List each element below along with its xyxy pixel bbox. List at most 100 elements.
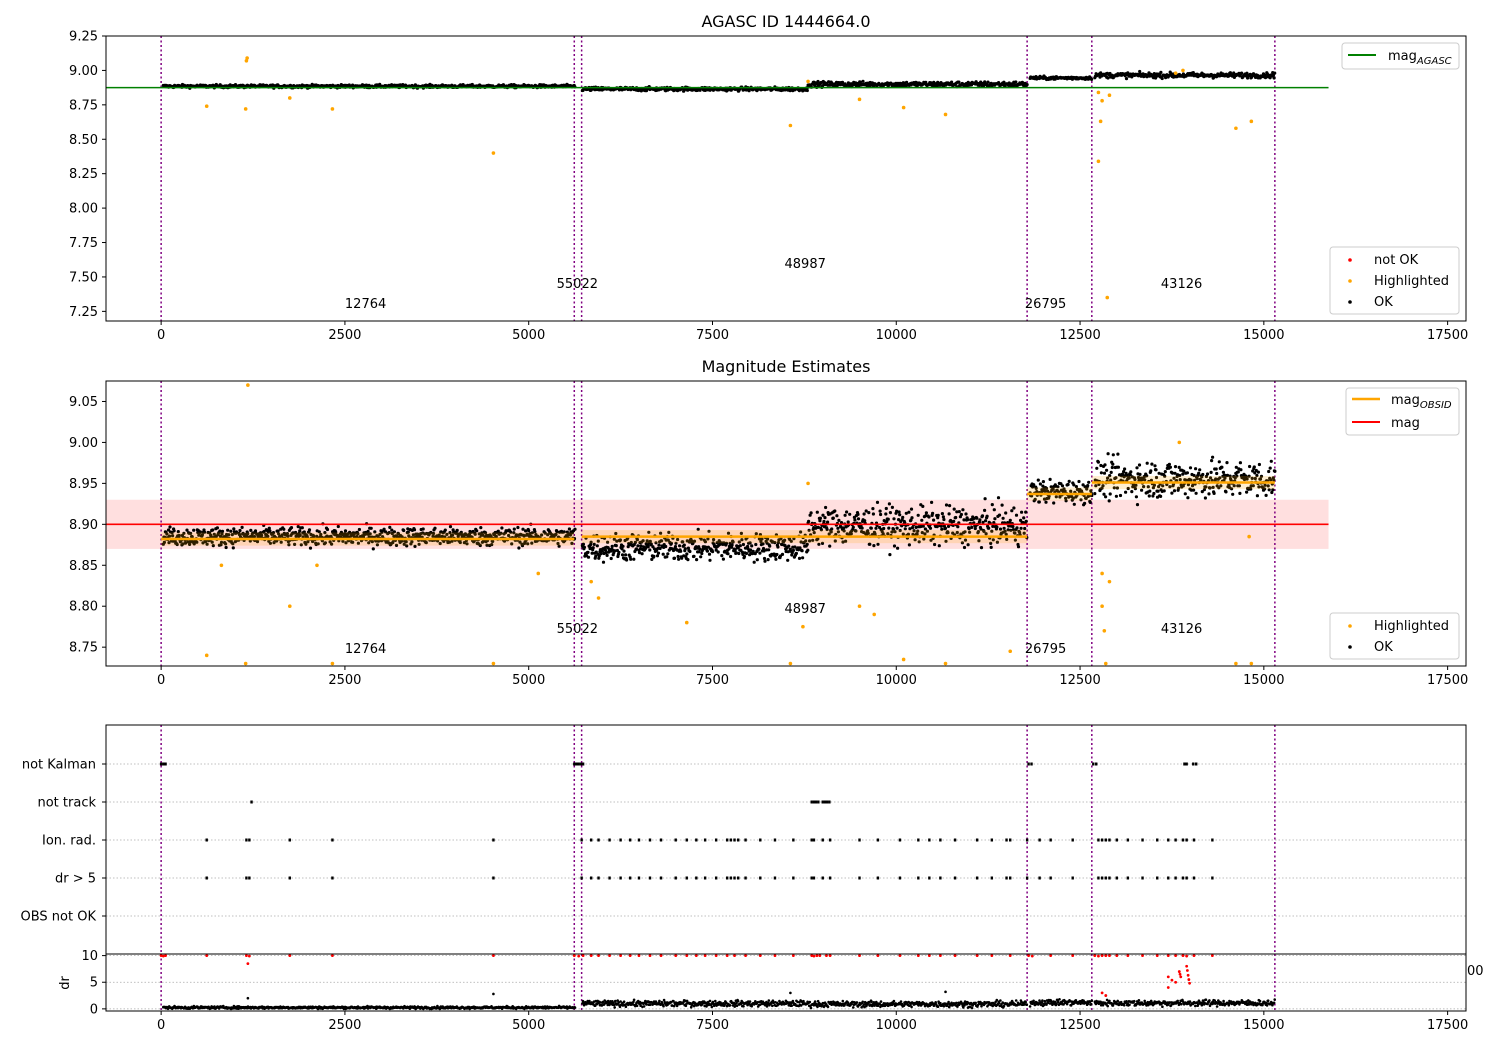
ok-point (639, 544, 643, 548)
ok-point (874, 526, 878, 530)
ok-point (1103, 463, 1107, 467)
ok-point (530, 541, 534, 545)
ok-point (369, 526, 373, 530)
ok-point (304, 542, 308, 546)
ok-point (828, 544, 832, 548)
flag-marker (939, 876, 942, 880)
top-legend-highlighted-label: Highlighted (1374, 274, 1449, 289)
ok-point (783, 538, 787, 542)
ok-point (447, 540, 452, 544)
middle-legend-highlighted-marker (1348, 624, 1352, 628)
ok-point (816, 525, 820, 530)
middle-legend-highlighted-label: Highlighted (1374, 619, 1449, 634)
flag-y-label: OBS not OK (21, 910, 97, 925)
ok-point (287, 543, 291, 547)
ok-point (786, 558, 790, 562)
flag-marker (1095, 762, 1098, 766)
flag-marker (159, 762, 163, 766)
ok-point (748, 541, 752, 545)
flag-marker (1181, 876, 1185, 880)
ok-point (809, 511, 813, 515)
top-legend-upper: magAGASC (1341, 42, 1460, 70)
ok-point (334, 530, 338, 534)
flag-marker (975, 838, 979, 842)
ok-point (821, 513, 825, 517)
ok-point (933, 542, 937, 547)
ok-point (465, 542, 469, 546)
ok-point (1067, 479, 1071, 483)
flag-marker (1192, 876, 1196, 880)
flag-marker (1097, 838, 1100, 842)
ok-point (188, 542, 192, 547)
flag-marker (589, 838, 593, 842)
ok-point (220, 529, 225, 534)
flag-marker (737, 876, 740, 880)
y-tick-label: 9.00 (69, 64, 98, 79)
ok-point (1135, 466, 1139, 470)
flag-marker (828, 876, 832, 880)
ok-point (856, 512, 860, 517)
ok-point (654, 541, 658, 545)
highlighted-point (244, 58, 249, 63)
highlighted-point (1100, 98, 1104, 103)
ok-point (716, 550, 720, 554)
ok-point (251, 531, 255, 535)
flag-marker (597, 876, 600, 880)
ok-point (167, 534, 172, 538)
ok-point (540, 533, 544, 537)
flag-marker (1211, 838, 1214, 842)
obsid-label: 43126 (1161, 277, 1202, 292)
highlighted-point (287, 604, 292, 609)
ok-point (402, 528, 406, 533)
ok-point (948, 504, 952, 508)
ok-point (843, 513, 847, 517)
ok-point (820, 541, 825, 546)
ok-point (805, 88, 809, 93)
ok-point (978, 518, 982, 522)
ok-point (1012, 506, 1016, 510)
flag-marker (821, 876, 824, 880)
ok-point (1150, 462, 1154, 466)
ok-point (298, 529, 302, 533)
ok-point (815, 510, 819, 514)
highlighted-point (1177, 440, 1182, 445)
ok-point (390, 528, 394, 532)
flag-marker (1104, 838, 1107, 842)
ok-point (830, 527, 834, 531)
ok-point (500, 526, 504, 530)
ok-point (1224, 490, 1228, 494)
ok-point (496, 529, 500, 533)
flag-marker (1071, 838, 1074, 842)
ok-point (1001, 516, 1005, 520)
ok-point (402, 542, 406, 546)
ok-point (473, 532, 477, 536)
top-panel-title: AGASC ID 1444664.0 (701, 12, 870, 31)
ok-point (391, 540, 395, 545)
ok-point (629, 540, 633, 545)
flag-marker (1005, 838, 1008, 842)
ok-point (683, 547, 687, 551)
ok-point (367, 541, 371, 545)
ok-point (229, 529, 233, 533)
ok-point (189, 531, 193, 536)
obsid-label: 43126 (1161, 622, 1202, 637)
y-tick-label: 8.00 (69, 202, 98, 217)
ok-point (656, 551, 661, 555)
ok-point (766, 537, 770, 541)
ok-point (755, 558, 759, 562)
ok-point (373, 530, 377, 534)
ok-point (470, 82, 474, 87)
ok-point (787, 544, 791, 548)
ok-point (696, 527, 700, 531)
highlighted-point (1181, 68, 1185, 73)
ok-point (649, 542, 653, 546)
ok-point (1272, 76, 1276, 80)
flag-marker (737, 838, 740, 842)
ok-point (165, 532, 169, 536)
ok-point (697, 550, 701, 554)
ok-point (1048, 477, 1052, 481)
ok-point (440, 534, 444, 538)
ok-point (202, 530, 207, 534)
flag-marker (898, 838, 902, 842)
top-legend-ok-label: OK (1374, 295, 1393, 310)
